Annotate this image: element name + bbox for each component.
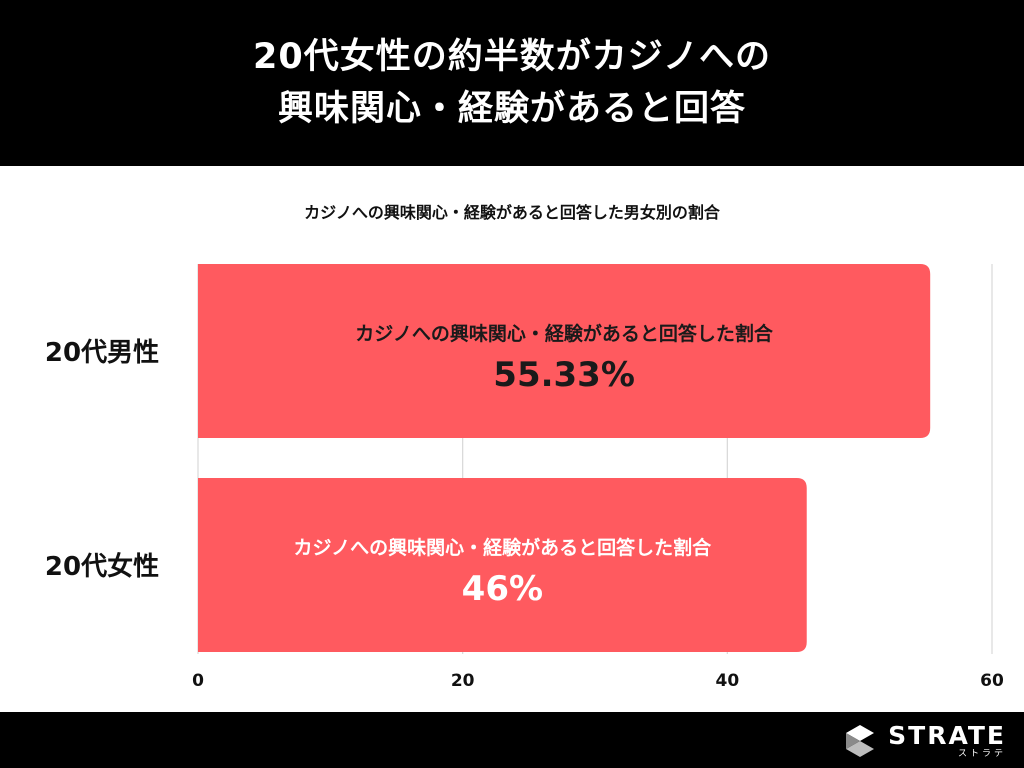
category-label: 20代女性 bbox=[45, 551, 159, 582]
x-tick-label: 60 bbox=[980, 671, 1004, 691]
bar-male-20s bbox=[198, 264, 931, 438]
brand-name: STRATE bbox=[888, 720, 1006, 750]
strate-logo: STRATE ストラテ bbox=[842, 720, 1006, 762]
bar-value-label: 46% bbox=[462, 569, 543, 609]
x-tick-label: 0 bbox=[192, 671, 204, 691]
x-tick-label: 40 bbox=[715, 671, 739, 691]
category-label: 20代男性 bbox=[45, 338, 159, 368]
chart-title: カジノへの興味関心・経験があると回答した男女別の割合 bbox=[304, 203, 720, 222]
brand-kana: ストラテ bbox=[957, 748, 1006, 759]
footer-bar: STRATE ストラテ bbox=[0, 712, 1024, 768]
headline-line-2: 興味関心・経験があると回答 bbox=[277, 89, 746, 129]
headline-line-1: 20代女性の約半数がカジノへの bbox=[252, 37, 771, 77]
strate-logo-icon bbox=[846, 725, 875, 757]
bar-series-label: カジノへの興味関心・経験があると回答した割合 bbox=[294, 536, 713, 559]
bar-female-20s bbox=[198, 478, 807, 652]
bar-series-label: カジノへの興味関心・経験があると回答した割合 bbox=[355, 322, 774, 345]
x-tick-label: 20 bbox=[451, 671, 475, 691]
bar-chart: 0 20 40 6020代男性カジノへの興味関心・経験があると回答した割合55.33%… bbox=[45, 264, 1004, 691]
header-banner: 20代女性の約半数がカジノへの 興味関心・経験があると回答 bbox=[0, 0, 1024, 166]
bar-value-label: 55.33% bbox=[493, 355, 635, 395]
